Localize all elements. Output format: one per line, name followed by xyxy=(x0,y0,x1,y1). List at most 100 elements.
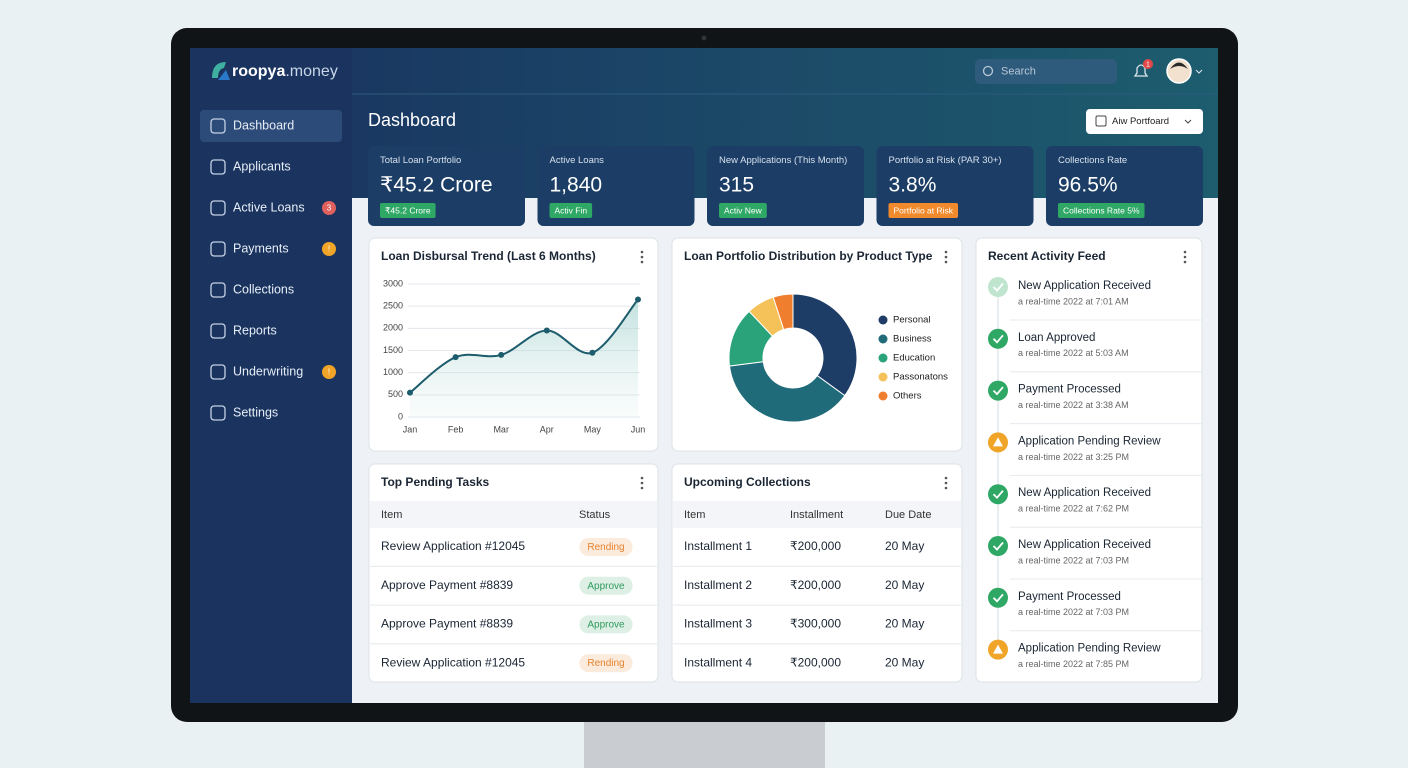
line xyxy=(409,298,639,394)
status-label: Rending xyxy=(587,542,624,553)
nav-badge xyxy=(322,365,336,379)
check-glyph xyxy=(992,386,1004,396)
avatar-hair xyxy=(1170,62,1188,69)
activity-title: Payment Processed xyxy=(1018,591,1121,603)
avatar[interactable] xyxy=(1166,58,1192,84)
line-point xyxy=(589,349,596,356)
nav-label[interactable]: Underwriting xyxy=(233,364,303,378)
nav-label[interactable]: Collections xyxy=(233,282,294,296)
activity-title: New Application Received xyxy=(1018,280,1151,292)
nav-badge-text: 3 xyxy=(327,204,332,213)
activity-time: a real-time 2022 at 7:85 PM xyxy=(1018,659,1129,669)
activity-time: a real-time 2022 at 7:62 PM xyxy=(1018,504,1129,514)
y-tick-label: 1500 xyxy=(383,345,403,355)
warning-glyph xyxy=(993,644,1003,654)
search-placeholder[interactable]: Search xyxy=(1001,65,1036,77)
panel-title: Top Pending Tasks xyxy=(381,475,490,489)
donut-slice xyxy=(772,293,794,331)
nav-icon xyxy=(210,118,226,134)
nav-badge-text: ! xyxy=(328,368,330,377)
x-tick-label: Mar xyxy=(493,424,509,434)
cell: ₹300,000 xyxy=(790,617,841,631)
kpi-tag: ₹45.2 Crore xyxy=(385,205,431,215)
activity-icon xyxy=(988,277,1008,297)
kpi-label: Collections Rate xyxy=(1058,155,1127,166)
more-menu[interactable] xyxy=(1183,250,1187,264)
status-badge xyxy=(579,654,633,673)
activity-time: a real-time 2022 at 3:38 AM xyxy=(1018,400,1129,410)
line-point xyxy=(452,354,459,361)
panel xyxy=(671,463,963,683)
activity-icon xyxy=(988,536,1008,556)
nav-badge-text: ! xyxy=(328,245,330,254)
line-point xyxy=(407,389,413,396)
nav-label[interactable]: Active Loans xyxy=(233,200,305,214)
nav-badge xyxy=(322,201,336,215)
donut-slice xyxy=(728,361,846,423)
bell-icon[interactable] xyxy=(1133,64,1149,77)
activity-title: New Application Received xyxy=(1018,487,1151,499)
warning-glyph xyxy=(993,437,1003,447)
activity-time: a real-time 2022 at 5:03 AM xyxy=(1018,348,1129,358)
more-menu[interactable] xyxy=(944,476,948,490)
activity-icon xyxy=(988,484,1008,505)
nav-label[interactable]: Payments xyxy=(233,241,289,255)
nav-label[interactable]: Dashboard xyxy=(233,118,294,132)
status-badge xyxy=(579,538,633,556)
activity-title: Application Pending Review xyxy=(1018,435,1161,447)
nav-label[interactable]: Applicants xyxy=(233,159,291,173)
more-menu[interactable] xyxy=(944,250,948,264)
nav-icon xyxy=(210,159,226,175)
kpi-tag-bg xyxy=(719,203,767,218)
legend-swatch xyxy=(878,391,888,401)
legend-label: Business xyxy=(893,334,932,345)
check-glyph xyxy=(992,541,1004,551)
more-menu[interactable] xyxy=(640,250,644,264)
logo xyxy=(218,70,230,80)
kpi-tag-bg xyxy=(549,203,593,218)
column-header: Status xyxy=(579,509,611,521)
filter-label[interactable]: Aiw Portfoard xyxy=(1112,116,1169,127)
more-menu[interactable] xyxy=(640,476,644,490)
filter-chevron xyxy=(1184,119,1192,124)
x-tick-label: Feb xyxy=(448,424,464,434)
panel xyxy=(975,237,1203,683)
status-label: Approve xyxy=(587,581,625,592)
kpi-tag: Collections Rate 5% xyxy=(1063,205,1140,215)
kpi-tag-bg xyxy=(380,203,436,218)
y-tick-label: 1000 xyxy=(383,367,403,377)
column-header: Item xyxy=(381,509,402,521)
cell: Installment 3 xyxy=(684,617,752,631)
search-icon xyxy=(982,65,994,77)
filter-dropdown[interactable] xyxy=(1086,109,1203,134)
cell: ₹200,000 xyxy=(790,578,841,592)
kpi-label: Active Loans xyxy=(550,155,605,166)
activity-icon xyxy=(988,380,1008,401)
legend-label: Passonatons xyxy=(893,372,948,383)
activity-time: a real-time 2022 at 7:01 AM xyxy=(1018,296,1129,306)
kpi-tag-bg xyxy=(888,203,959,218)
camera xyxy=(701,35,707,41)
activity-title: Application Pending Review xyxy=(1018,643,1161,655)
activity-time: a real-time 2022 at 7:03 PM xyxy=(1018,607,1129,617)
legend-swatch xyxy=(878,315,888,325)
nav-icon xyxy=(210,405,226,421)
nav-label[interactable]: Settings xyxy=(233,405,278,419)
kpi-value: 96.5% xyxy=(1058,174,1118,197)
cell: ₹200,000 xyxy=(790,655,841,669)
calendar-icon xyxy=(1095,115,1107,127)
nav-active xyxy=(200,110,342,142)
search-box[interactable] xyxy=(975,59,1117,84)
nav-icon xyxy=(210,200,226,216)
chart-title: Loan Disbursal Trend (Last 6 Months) xyxy=(381,249,596,263)
legend-label: Personal xyxy=(893,315,931,326)
brand-suffix: .money xyxy=(285,63,337,80)
cell: Installment 2 xyxy=(684,578,752,592)
activity-title: Payment Processed xyxy=(1018,384,1121,396)
x-tick-label: Apr xyxy=(540,424,554,434)
status-label: Approve xyxy=(587,620,625,631)
nav-label[interactable]: Reports xyxy=(233,323,277,337)
kpi-label: Total Loan Portfolio xyxy=(380,155,461,166)
avatar-chevron xyxy=(1195,69,1203,74)
